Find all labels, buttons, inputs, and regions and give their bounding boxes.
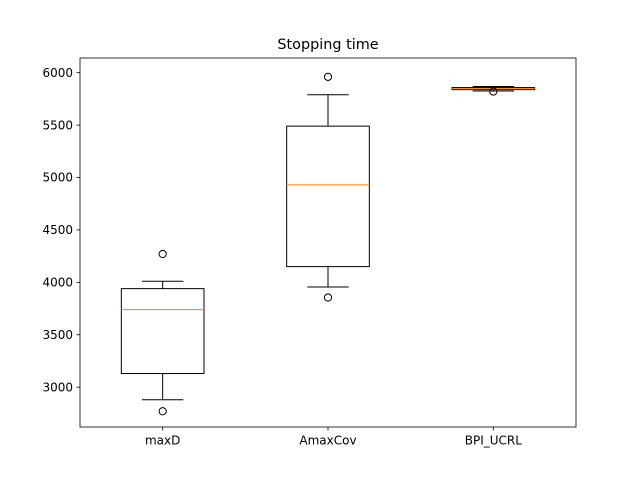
outlier-point bbox=[323, 293, 333, 302]
x-tick-label: BPI_UCRL bbox=[465, 434, 523, 448]
x-tick-label: AmaxCov bbox=[299, 434, 356, 448]
box-iqr bbox=[286, 125, 370, 268]
box-iqr bbox=[120, 288, 205, 375]
outlier-point bbox=[323, 72, 333, 81]
y-tick-label: 5500 bbox=[42, 118, 73, 132]
y-tick-label: 4000 bbox=[42, 276, 73, 290]
axes-frame bbox=[79, 57, 577, 428]
outlier-point bbox=[489, 87, 498, 96]
outlier-point bbox=[158, 249, 167, 259]
chart-title: Stopping time bbox=[277, 37, 378, 53]
y-tick-label: 3000 bbox=[42, 380, 73, 394]
y-tick-label: 4500 bbox=[42, 223, 73, 237]
y-tick-label: 5000 bbox=[42, 171, 73, 185]
x-tick-label: maxD bbox=[145, 434, 180, 448]
outlier-point bbox=[158, 407, 167, 416]
plot-area: 3000 3500 4000 4500 5000 5500 6000 maxD AmaxCov B… bbox=[42, 57, 577, 448]
y-tick-label: 3500 bbox=[42, 328, 73, 342]
y-tick-label: 6000 bbox=[42, 66, 73, 80]
